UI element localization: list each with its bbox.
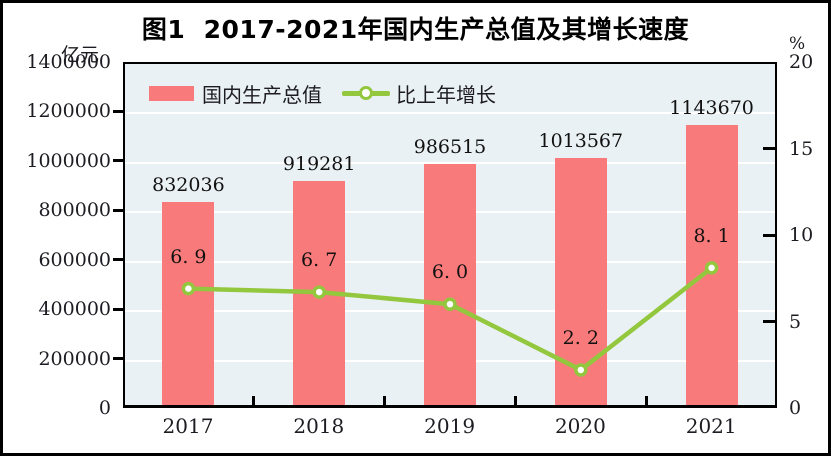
x-axis-tick	[383, 396, 387, 405]
right-axis-tick	[763, 147, 775, 150]
gdp-bar	[424, 164, 476, 405]
figure-title: 图1 2017-2021年国内生产总值及其增长速度	[141, 15, 690, 44]
x-axis-tick	[644, 396, 648, 405]
left-axis-tick-label: 800000	[38, 199, 111, 222]
grid-line	[125, 112, 775, 115]
growth-value-label: 6. 7	[301, 249, 338, 272]
left-axis-tick	[113, 307, 123, 311]
chart-legend: 国内生产总值 比上年增长	[149, 81, 496, 107]
gdp-bar-value-label: 1013567	[538, 129, 624, 152]
left-axis-tick-label: 1000000	[26, 149, 111, 172]
gdp-bar-value-label: 919281	[282, 152, 356, 175]
right-axis-tick-label: 15	[789, 137, 814, 160]
x-axis-category-label: 2019	[424, 414, 476, 438]
growth-line-marker	[443, 297, 457, 311]
left-axis-tick	[113, 208, 123, 212]
x-axis-category-label: 2018	[293, 414, 345, 438]
plot-area	[123, 62, 777, 408]
left-axis-tick-label: 600000	[38, 248, 111, 271]
right-axis-unit-label: %	[789, 34, 806, 54]
left-axis-tick	[113, 159, 123, 163]
gdp-legend-label: 国内生产总值	[202, 82, 322, 107]
left-axis-unit-label: 亿元	[61, 44, 100, 66]
left-axis-tick	[113, 258, 123, 262]
gdp-bar	[162, 202, 215, 405]
growth-value-label: 8. 1	[693, 224, 730, 247]
x-axis-tick	[252, 396, 256, 405]
growth-value-label: 6. 9	[170, 245, 207, 268]
growth-legend-dot-icon	[359, 86, 373, 100]
right-axis-tick-label: 10	[789, 224, 814, 246]
growth-line-marker	[574, 363, 588, 377]
right-axis-tick	[763, 233, 775, 237]
left-axis-tick-label: 1200000	[26, 100, 111, 123]
x-axis-category-label: 2020	[554, 414, 606, 438]
gdp-legend-swatch	[149, 85, 194, 101]
growth-line-marker	[312, 285, 326, 299]
growth-line-layer	[181, 261, 719, 377]
growth-legend-marker	[342, 84, 390, 102]
right-axis-tick	[763, 320, 775, 323]
gdp-bar-value-label: 832036	[152, 174, 225, 197]
growth-value-label: 6. 0	[431, 261, 469, 284]
left-axis-tick-label: 200000	[38, 347, 111, 370]
right-axis-tick-label: 5	[789, 310, 802, 333]
right-axis-tick-label: 20	[789, 51, 814, 73]
left-axis-tick	[113, 357, 123, 361]
growth-value-label: 2. 2	[562, 326, 599, 349]
gdp-bar-value-label: 1143670	[669, 97, 754, 120]
left-axis-tick	[113, 109, 123, 113]
x-axis-category-label: 2021	[685, 414, 737, 438]
grid-line	[125, 161, 775, 164]
growth-line-marker	[181, 281, 196, 296]
growth-legend-label: 比上年增长	[396, 82, 496, 107]
right-axis-tick-label: 0	[789, 397, 802, 419]
x-axis-category-label: 2017	[162, 414, 214, 438]
growth-line-marker	[704, 261, 719, 275]
left-axis-tick-label: 400000	[38, 298, 111, 321]
gdp-bar-value-label: 986515	[413, 136, 487, 159]
left-axis-tick-label: 1400000	[26, 51, 111, 73]
left-axis-tick-label: 0	[98, 397, 111, 419]
x-axis-tick	[513, 396, 517, 405]
